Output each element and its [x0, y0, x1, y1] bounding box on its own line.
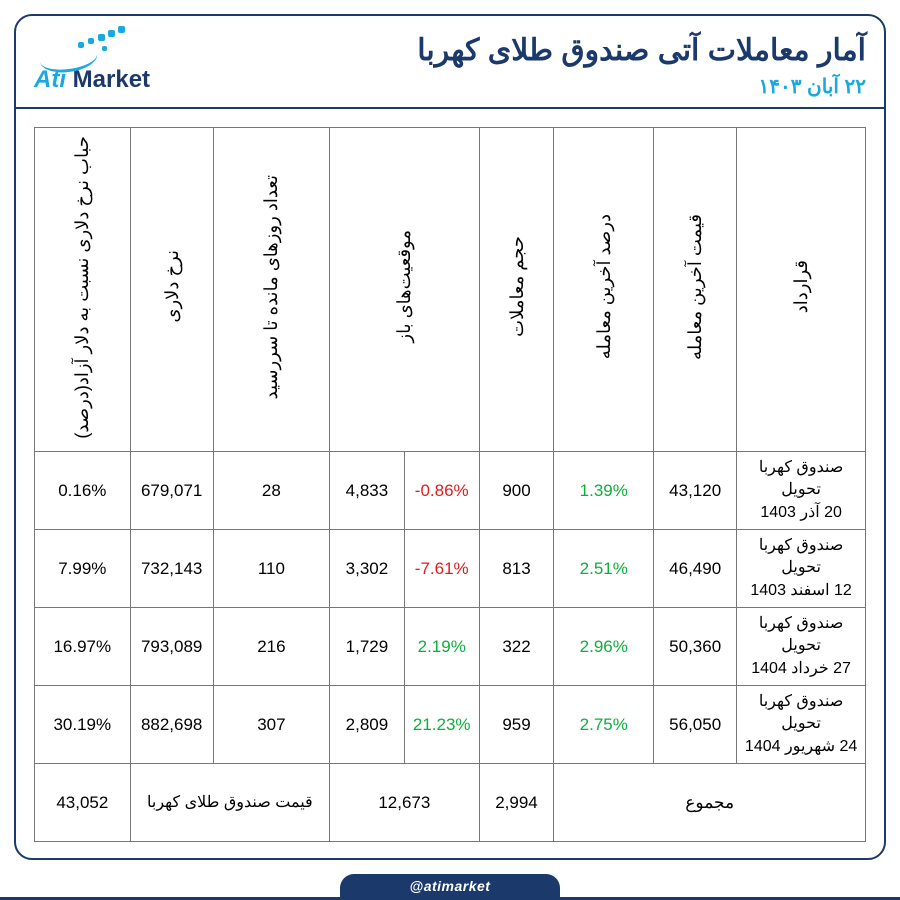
cell-contract: صندوق کهربا تحویل27 خرداد 1404 — [737, 608, 866, 686]
cell-oi: 1,729 — [330, 608, 405, 686]
cell-oi: 3,302 — [330, 530, 405, 608]
cell-oi-pct: -7.61% — [404, 530, 479, 608]
table-row: صندوق کهربا تحویل24 شهریور 140456,0502.7… — [35, 686, 866, 764]
cell-usd-rate: 882,698 — [130, 686, 213, 764]
col-usd-rate: نرخ دلاری — [130, 127, 213, 452]
logo-market: Market — [73, 66, 150, 93]
col-contract: قرارداد — [737, 127, 866, 452]
cell-bubble: 7.99% — [35, 530, 131, 608]
cell-last-pct: 2.51% — [554, 530, 654, 608]
cell-oi-pct: 2.19% — [404, 608, 479, 686]
cell-sum-oi: 12,673 — [330, 764, 480, 842]
cell-oi-pct: -0.86% — [404, 452, 479, 530]
cell-bubble: 0.16% — [35, 452, 131, 530]
cell-fund-label: قیمت صندوق طلای کهربا — [130, 764, 329, 842]
header-divider — [16, 107, 884, 109]
cell-volume: 959 — [479, 686, 554, 764]
cell-last-price: 46,490 — [654, 530, 737, 608]
col-open-interest: موقعیت‌های باز — [330, 127, 480, 452]
col-bubble: حباب نرخ دلاری نسبت به دلار آزاد(درصد) — [35, 127, 131, 452]
cell-contract: صندوق کهربا تحویل24 شهریور 1404 — [737, 686, 866, 764]
cell-days: 216 — [213, 608, 329, 686]
table-summary-row: مجموع2,99412,673قیمت صندوق طلای کهربا43,… — [35, 764, 866, 842]
cell-days: 307 — [213, 686, 329, 764]
cell-oi: 4,833 — [330, 452, 405, 530]
cell-sum-volume: 2,994 — [479, 764, 554, 842]
table-row: صندوق کهربا تحویل20 آذر 140343,1201.39%9… — [35, 452, 866, 530]
cell-usd-rate: 732,143 — [130, 530, 213, 608]
cell-usd-rate: 679,071 — [130, 452, 213, 530]
futures-table: قرارداد قیمت آخرین معامله درصد آخرین معا… — [34, 127, 866, 843]
footer: @atimarket — [0, 874, 900, 900]
cell-contract: صندوق کهربا تحویل20 آذر 1403 — [737, 452, 866, 530]
table-header-row: قرارداد قیمت آخرین معامله درصد آخرین معا… — [35, 127, 866, 452]
col-days: تعداد روزهای مانده تا سررسید — [213, 127, 329, 452]
cell-last-pct: 1.39% — [554, 452, 654, 530]
title-block: آمار معاملات آتی صندوق طلای کهربا ۲۲ آبا… — [417, 32, 866, 99]
cell-volume: 813 — [479, 530, 554, 608]
cell-days: 110 — [213, 530, 329, 608]
cell-oi-pct: 21.23% — [404, 686, 479, 764]
col-last-price: قیمت آخرین معامله — [654, 127, 737, 452]
table-row: صندوق کهربا تحویل27 خرداد 140450,3602.96… — [35, 608, 866, 686]
cell-bubble: 30.19% — [35, 686, 131, 764]
social-handle: @atimarket — [340, 874, 561, 897]
cell-oi: 2,809 — [330, 686, 405, 764]
report-card: آمار معاملات آتی صندوق طلای کهربا ۲۲ آبا… — [14, 14, 886, 860]
col-volume: حجم معاملات — [479, 127, 554, 452]
cell-volume: 322 — [479, 608, 554, 686]
table-row: صندوق کهربا تحویل12 اسفند 140346,4902.51… — [35, 530, 866, 608]
cell-volume: 900 — [479, 452, 554, 530]
cell-contract: صندوق کهربا تحویل12 اسفند 1403 — [737, 530, 866, 608]
report-date: ۲۲ آبان ۱۴۰۳ — [417, 74, 866, 99]
col-last-pct: درصد آخرین معامله — [554, 127, 654, 452]
cell-sum-label: مجموع — [554, 764, 866, 842]
cell-usd-rate: 793,089 — [130, 608, 213, 686]
cell-last-price: 50,360 — [654, 608, 737, 686]
cell-last-pct: 2.75% — [554, 686, 654, 764]
brand-logo: Ati Market — [34, 32, 150, 94]
cell-fund-price: 43,052 — [35, 764, 131, 842]
page-title: آمار معاملات آتی صندوق طلای کهربا — [417, 32, 866, 70]
cell-last-price: 56,050 — [654, 686, 737, 764]
cell-last-price: 43,120 — [654, 452, 737, 530]
cell-days: 28 — [213, 452, 329, 530]
header: آمار معاملات آتی صندوق طلای کهربا ۲۲ آبا… — [34, 32, 866, 99]
cell-last-pct: 2.96% — [554, 608, 654, 686]
cell-bubble: 16.97% — [35, 608, 131, 686]
